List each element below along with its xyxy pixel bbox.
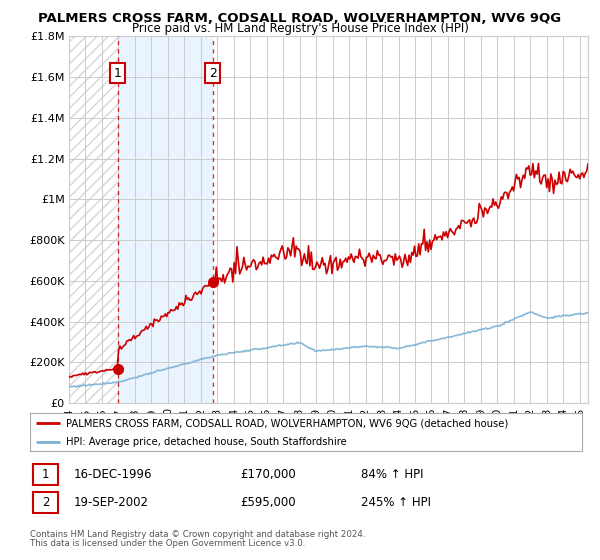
Text: Price paid vs. HM Land Registry's House Price Index (HPI): Price paid vs. HM Land Registry's House …	[131, 22, 469, 35]
Bar	[69, 36, 118, 403]
Text: Contains HM Land Registry data © Crown copyright and database right 2024.: Contains HM Land Registry data © Crown c…	[30, 530, 365, 539]
Text: 19-SEP-2002: 19-SEP-2002	[74, 496, 149, 509]
FancyBboxPatch shape	[33, 464, 58, 485]
Bar	[118, 36, 212, 403]
Text: 1: 1	[114, 67, 122, 80]
Text: 2: 2	[42, 496, 49, 509]
Text: 1: 1	[42, 468, 49, 481]
Text: £595,000: £595,000	[240, 496, 295, 509]
Text: This data is licensed under the Open Government Licence v3.0.: This data is licensed under the Open Gov…	[30, 539, 305, 548]
Text: PALMERS CROSS FARM, CODSALL ROAD, WOLVERHAMPTON, WV6 9QG (detached house): PALMERS CROSS FARM, CODSALL ROAD, WOLVER…	[66, 418, 508, 428]
Text: 16-DEC-1996: 16-DEC-1996	[74, 468, 152, 481]
Text: 84% ↑ HPI: 84% ↑ HPI	[361, 468, 424, 481]
Text: £170,000: £170,000	[240, 468, 296, 481]
Text: 245% ↑ HPI: 245% ↑ HPI	[361, 496, 431, 509]
FancyBboxPatch shape	[33, 492, 58, 513]
Text: 2: 2	[209, 67, 217, 80]
Bar	[69, 36, 118, 403]
Text: HPI: Average price, detached house, South Staffordshire: HPI: Average price, detached house, Sout…	[66, 437, 347, 447]
Text: PALMERS CROSS FARM, CODSALL ROAD, WOLVERHAMPTON, WV6 9QG: PALMERS CROSS FARM, CODSALL ROAD, WOLVER…	[38, 12, 562, 25]
